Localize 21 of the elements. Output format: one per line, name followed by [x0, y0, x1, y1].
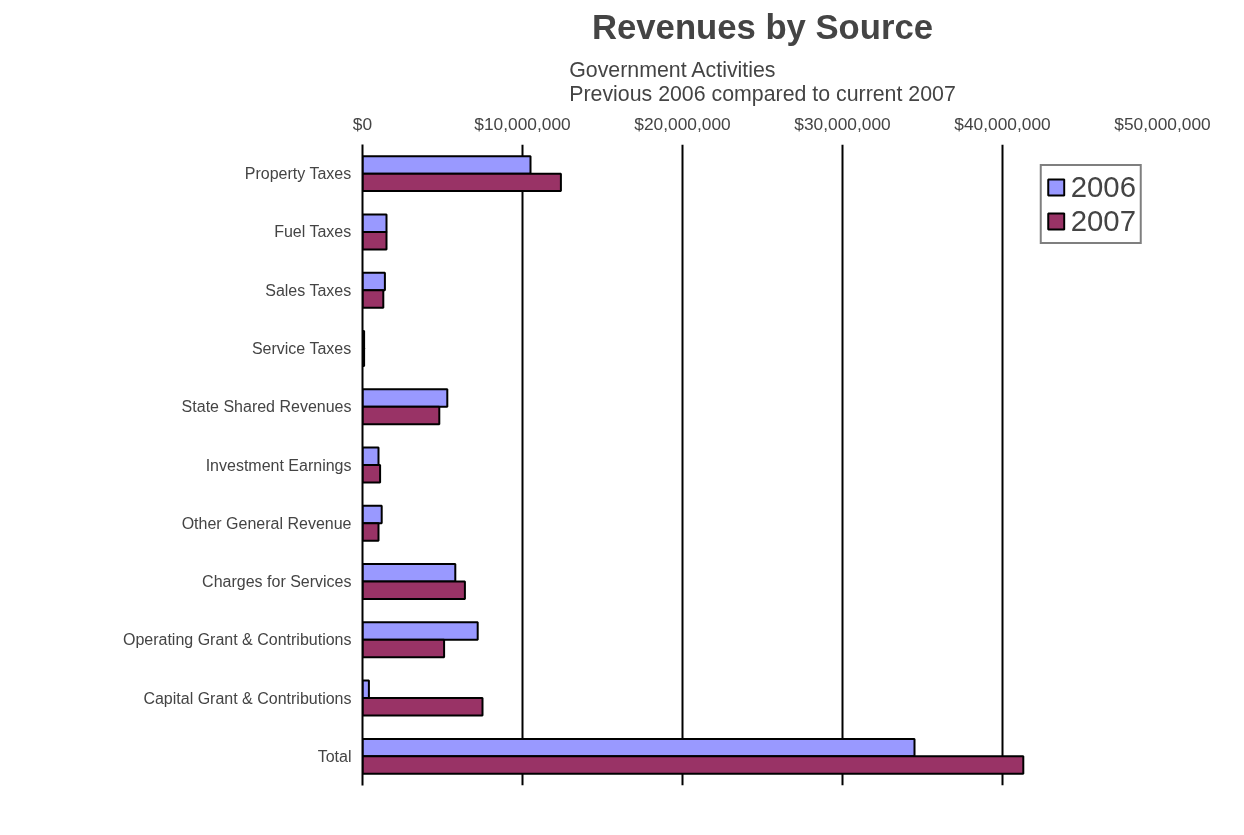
legend-label: 2006 — [1070, 170, 1136, 204]
chart-title: Revenues by Source — [592, 7, 933, 46]
x-tick-label: $20,000,000 — [634, 113, 731, 134]
y-tick-label: Capital Grant & Contributions — [143, 689, 352, 707]
x-tick-label: $10,000,000 — [474, 113, 571, 134]
x-tick-label: $40,000,000 — [954, 113, 1051, 134]
y-tick-label: Property Taxes — [244, 165, 352, 183]
y-tick-label: Operating Grant & Contributions — [122, 631, 352, 649]
y-tick-label: Sales Taxes — [265, 281, 352, 299]
y-tick-label: Fuel Taxes — [274, 223, 352, 241]
x-tick-label: $0 — [352, 113, 373, 134]
y-tick-label: Investment Earnings — [205, 456, 352, 474]
y-tick-label: Charges for Services — [202, 573, 352, 591]
y-tick-label: State Shared Revenues — [181, 398, 352, 416]
legend-label: 2007 — [1070, 204, 1136, 238]
y-tick-label: Service Taxes — [251, 339, 352, 357]
y-tick-label: Total — [317, 747, 352, 765]
x-tick-label: $50,000,000 — [1114, 113, 1211, 134]
y-tick-label: Other General Revenue — [181, 514, 352, 532]
chart-subtitle: Government Activities Previous 2006 compared to current 2007 — [569, 57, 956, 106]
x-tick-label: $30,000,000 — [794, 113, 891, 134]
